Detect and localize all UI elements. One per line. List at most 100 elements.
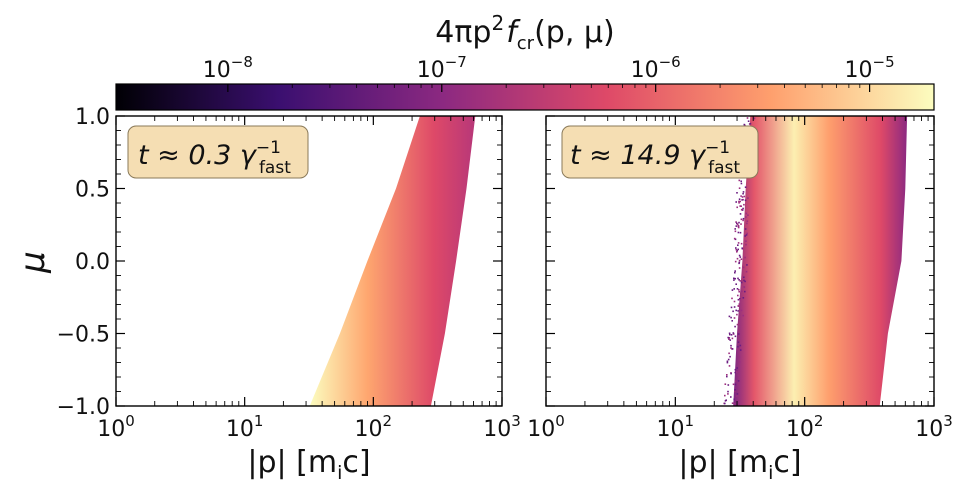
speckle-point — [740, 182, 743, 185]
speckle-point — [730, 344, 732, 347]
speckle-point — [735, 309, 737, 312]
speckle-point — [744, 290, 746, 293]
speckle-point — [738, 202, 740, 204]
speckle-point — [738, 289, 740, 291]
speckle-point — [741, 209, 744, 211]
speckle-point — [732, 332, 735, 334]
speckle-point — [731, 289, 734, 291]
speckle-point — [731, 337, 734, 340]
x-tick-label: 100 — [97, 412, 135, 442]
speckle-point — [735, 371, 738, 373]
speckle-point — [728, 315, 731, 318]
speckle-point — [741, 196, 744, 198]
speckle-point — [736, 323, 739, 326]
annotation-box-left — [127, 125, 309, 179]
speckle-point — [740, 242, 743, 245]
annotation-left: t ≈ 0.3 γ−1 fast — [127, 125, 309, 179]
speckle-point — [734, 390, 736, 393]
speckle-point — [745, 216, 747, 218]
speckle-point — [746, 117, 749, 119]
speckle-point — [734, 371, 736, 374]
x-tick-label: 101 — [657, 412, 695, 442]
speckle-point — [736, 249, 738, 252]
speckle-point — [727, 390, 729, 393]
speckle-point — [735, 201, 737, 203]
speckle-point — [742, 191, 745, 193]
speckle-point — [728, 352, 730, 355]
speckle-point — [742, 297, 745, 299]
speckle-point — [744, 280, 746, 283]
speckle-point — [743, 195, 746, 198]
speckle-point — [746, 264, 748, 266]
axis-ticks-left: 100 101 102 103 1.0 0.5 0.0 −0.5 −1.0 — [57, 105, 521, 442]
speckle-point — [734, 228, 736, 230]
speckle-point — [736, 192, 738, 194]
speckle-point — [736, 223, 739, 225]
speckle-point — [737, 374, 740, 377]
annotation-text-left: t ≈ 0.3 γ−1 fast — [138, 138, 291, 178]
x-tick-label: 103 — [915, 412, 953, 442]
speckle-point — [733, 288, 735, 290]
speckle-point — [743, 203, 745, 206]
speckle-point — [738, 279, 740, 281]
speckle-point — [739, 213, 742, 215]
speckle-point — [735, 283, 737, 285]
speckle-point — [735, 225, 738, 227]
speckle-point — [734, 325, 736, 328]
speckle-point — [734, 383, 737, 386]
speckle-point — [735, 248, 738, 251]
speckle-point — [734, 335, 737, 338]
speckle-point — [737, 333, 740, 335]
colorbar-tick-label: 10−6 — [631, 53, 681, 83]
speckle-point — [737, 345, 739, 348]
x-tick-label: 102 — [786, 412, 824, 442]
speckle-point — [745, 212, 748, 215]
speckle-point — [737, 248, 739, 251]
speckle-point — [740, 223, 742, 225]
speckle-point — [739, 200, 741, 203]
speckle-point — [732, 383, 735, 386]
speckle-point — [740, 208, 743, 211]
speckle-point — [753, 117, 756, 120]
speckle-point — [740, 180, 742, 183]
colorbar-gradient — [115, 83, 935, 111]
speckle-point — [737, 305, 740, 307]
speckle-point — [742, 217, 745, 220]
speckle-point — [732, 333, 735, 335]
speckle-point — [733, 398, 735, 401]
speckle-point — [744, 256, 746, 259]
speckle-point — [735, 247, 737, 249]
speckle-point — [739, 298, 741, 301]
speckle-point — [743, 286, 746, 289]
speckle-point — [738, 262, 740, 265]
speckle-point — [730, 316, 732, 319]
speckle-point — [742, 266, 745, 269]
speckle-point — [739, 205, 741, 207]
speckle-point — [738, 200, 740, 203]
colorbar-tick-label: 10−7 — [417, 53, 467, 83]
speckle-point — [738, 370, 740, 373]
speckle-point — [727, 384, 730, 386]
speckle-point — [739, 231, 742, 234]
speckle-point — [738, 267, 741, 269]
speckle-point — [744, 228, 747, 230]
x-axis-label-right: |p| [mic] — [678, 445, 801, 482]
speckle-point — [740, 205, 742, 207]
speckle-point — [744, 235, 746, 237]
speckle-point — [740, 258, 743, 260]
x-tick-label: 103 — [483, 412, 521, 442]
speckle-point — [738, 361, 741, 363]
x-tick-label: 101 — [226, 412, 264, 442]
speckle-point — [733, 277, 735, 280]
speckle-point — [729, 355, 731, 358]
speckle-point — [735, 221, 737, 223]
speckle-point — [737, 298, 740, 301]
y-tick-label: 1.0 — [75, 105, 110, 130]
speckle-point — [749, 122, 752, 125]
speckle-point — [737, 226, 740, 229]
x-tick-label: 100 — [527, 412, 565, 442]
y-tick-label: 0.0 — [75, 250, 110, 275]
speckle-point — [726, 361, 729, 364]
speckle-point — [729, 333, 731, 336]
heatmap-region-left — [309, 116, 476, 406]
